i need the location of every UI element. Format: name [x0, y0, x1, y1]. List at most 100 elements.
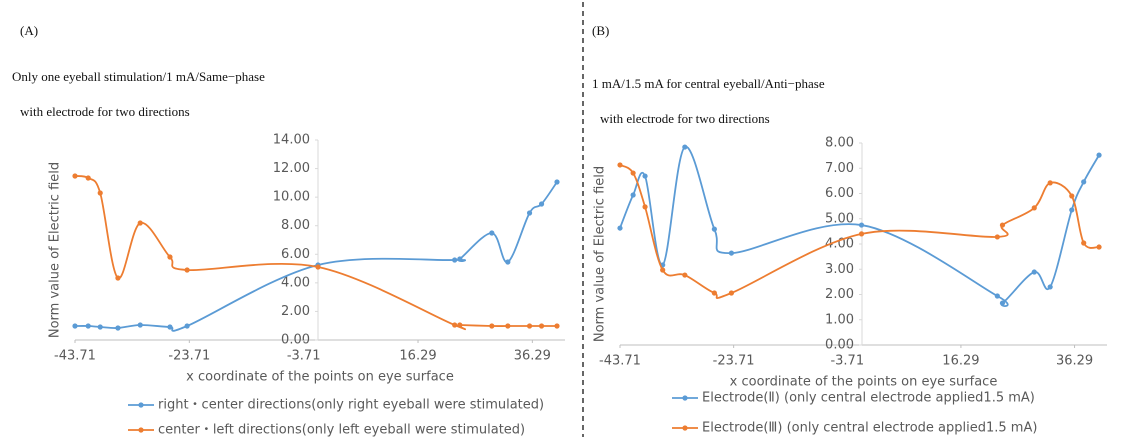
data-point — [85, 323, 91, 329]
x-tick-label: -43.71 — [54, 349, 96, 364]
y-tick-label: 4.00 — [825, 237, 854, 252]
data-point — [1096, 152, 1102, 158]
legend-marker — [682, 395, 688, 401]
data-point — [72, 323, 78, 329]
data-point — [660, 267, 666, 273]
data-point — [457, 256, 463, 262]
y-tick-label: 8.00 — [281, 218, 310, 233]
data-point — [315, 264, 321, 270]
y-tick-label: 0.00 — [825, 338, 854, 353]
legend-marker — [682, 425, 688, 431]
data-point — [728, 290, 735, 296]
data-point — [630, 192, 636, 198]
legend-label: right・center directions(only right eyeba… — [158, 398, 544, 413]
y-tick-label: 8.00 — [825, 136, 854, 151]
data-point — [489, 323, 495, 329]
data-point — [1081, 179, 1087, 185]
x-axis-title: x coordinate of the points on eye surfac… — [186, 370, 454, 385]
y-tick-label: 1.00 — [825, 312, 854, 327]
x-tick-label: -23.71 — [713, 354, 755, 369]
data-point — [457, 322, 463, 328]
data-point — [489, 230, 495, 236]
chart-title: with electrode for two directions — [20, 104, 190, 119]
data-point — [1081, 240, 1087, 246]
data-point — [1096, 244, 1102, 250]
data-point — [505, 323, 511, 329]
data-point — [711, 290, 717, 296]
x-tick-label: 16.29 — [942, 354, 979, 369]
data-point — [630, 170, 636, 176]
data-point — [184, 267, 190, 273]
x-tick-label: 36.29 — [1056, 354, 1093, 369]
x-tick-label: -23.71 — [168, 349, 210, 364]
data-point — [1069, 193, 1075, 199]
data-point — [994, 293, 1000, 299]
data-point — [642, 204, 648, 210]
y-tick-label: 0.00 — [281, 333, 310, 348]
data-point — [526, 323, 533, 329]
x-tick-label: -3.71 — [830, 354, 864, 369]
data-point — [999, 300, 1006, 306]
panel-label: (B) — [592, 23, 609, 38]
data-point — [97, 190, 103, 196]
y-tick-label: 10.00 — [273, 190, 310, 205]
data-point — [554, 323, 560, 329]
y-tick-label: 5.00 — [825, 211, 854, 226]
data-point — [505, 259, 511, 265]
y-tick-label: 4.00 — [281, 275, 310, 290]
panel-label: (A) — [20, 23, 38, 38]
y-tick-label: 14.00 — [273, 133, 310, 148]
y-axis-title: Norm value of Electric field — [48, 162, 63, 338]
y-tick-label: 3.00 — [825, 262, 854, 277]
data-point — [1031, 269, 1037, 275]
data-point — [115, 275, 121, 281]
data-point — [728, 250, 735, 256]
legend-marker — [138, 402, 144, 408]
data-point — [994, 234, 1000, 240]
data-point — [452, 322, 458, 328]
y-tick-label: 6.00 — [281, 247, 310, 262]
data-point — [526, 210, 533, 216]
chart-title: with electrode for two directions — [600, 111, 770, 126]
y-tick-label: 2.00 — [281, 304, 310, 319]
data-point — [1047, 284, 1053, 290]
data-point — [554, 179, 560, 185]
y-tick-label: 12.00 — [273, 161, 310, 176]
data-point — [617, 225, 623, 231]
data-point — [452, 257, 458, 263]
y-axis-title: Norm value of Electric field — [593, 166, 608, 342]
data-point — [137, 322, 143, 328]
x-tick-label: 36.29 — [514, 349, 551, 364]
data-point — [1069, 207, 1075, 213]
legend-marker — [138, 427, 144, 433]
data-point — [184, 323, 190, 329]
data-point — [711, 226, 717, 232]
x-tick-label: -43.71 — [599, 354, 641, 369]
chart-title: Only one eyeball stimulation/1 mA/Same−p… — [12, 69, 265, 84]
data-point — [167, 324, 173, 330]
data-point — [682, 144, 688, 150]
y-tick-label: 7.00 — [825, 161, 854, 176]
data-point — [682, 272, 688, 278]
x-tick-label: 16.29 — [399, 349, 436, 364]
series-line — [74, 181, 558, 332]
y-tick-label: 2.00 — [825, 287, 854, 302]
data-point — [85, 175, 91, 181]
data-point — [167, 254, 173, 260]
y-tick-label: 6.00 — [825, 186, 854, 201]
data-point — [1031, 205, 1037, 211]
data-point — [642, 173, 648, 179]
legend-label: Electrode(Ⅱ) (only central electrode app… — [702, 391, 1035, 406]
series-line — [74, 175, 557, 331]
data-point — [617, 162, 623, 168]
data-point — [72, 173, 78, 179]
chart-title: 1 mA/1.5 mA for central eyeball/Anti−pha… — [592, 76, 825, 91]
series-line — [619, 146, 1100, 307]
data-point — [858, 222, 865, 228]
x-axis-title: x coordinate of the points on eye surfac… — [730, 375, 998, 390]
x-tick-label: -3.71 — [287, 349, 321, 364]
data-point — [858, 231, 865, 237]
legend-label: Electrode(Ⅲ) (only central electrode app… — [702, 421, 1037, 436]
data-point — [1047, 180, 1053, 186]
